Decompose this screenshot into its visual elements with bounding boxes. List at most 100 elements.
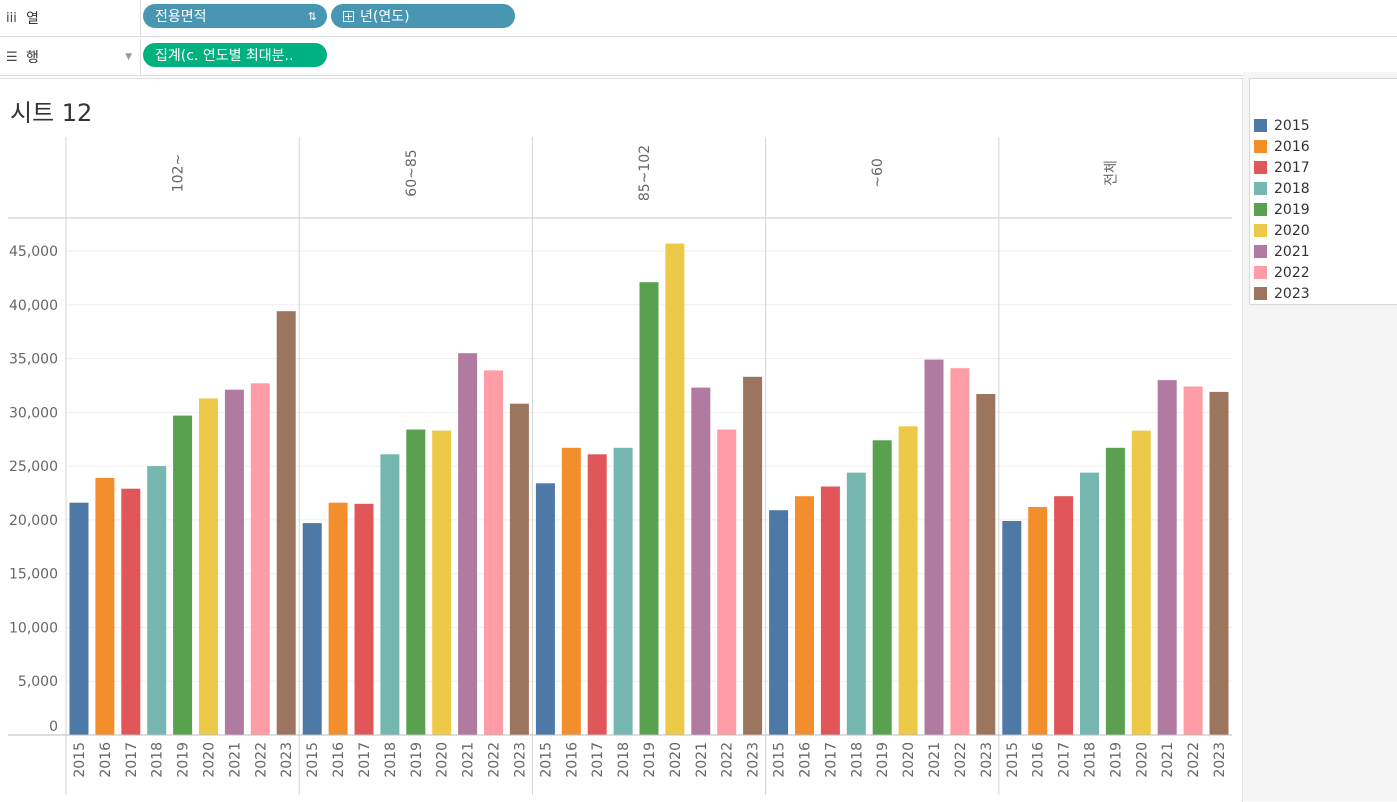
bar[interactable] (380, 454, 400, 735)
bar[interactable] (432, 430, 452, 735)
panel-header-label: 전체 (1103, 160, 1119, 186)
bar[interactable] (1131, 430, 1151, 735)
legend-swatch (1254, 182, 1267, 195)
rows-label-text: 행 (26, 50, 39, 66)
bar[interactable] (1002, 521, 1022, 735)
x-tick-label: 2017 (590, 742, 606, 778)
bar[interactable] (199, 398, 218, 735)
panel-header-label: ~60 (870, 158, 886, 188)
columns-shelf-label: iii 열 (0, 0, 141, 36)
bar[interactable] (665, 243, 685, 736)
legend-item-2022[interactable]: 2022 (1254, 262, 1310, 283)
x-tick-label: 2017 (823, 742, 839, 778)
y-tick-label: 15,000 (9, 567, 58, 583)
y-tick-label: 45,000 (9, 244, 58, 260)
pill-area[interactable]: 전용면적 ⇅ (143, 4, 327, 28)
bar[interactable] (458, 353, 478, 735)
x-tick-label: 2023 (746, 742, 762, 778)
bar[interactable] (224, 389, 244, 735)
dropdown-arrow-icon[interactable]: ▼ (125, 52, 132, 62)
x-tick-label: 2021 (461, 742, 477, 778)
legend-item-2023[interactable]: 2023 (1254, 283, 1310, 304)
bar[interactable] (1183, 386, 1203, 736)
bar[interactable] (1209, 391, 1229, 735)
bar[interactable] (795, 496, 814, 735)
bar[interactable] (276, 311, 296, 735)
bar[interactable] (1105, 447, 1125, 735)
pill-year[interactable]: + 년(연도) (331, 4, 515, 28)
bar[interactable] (121, 488, 141, 735)
bar[interactable] (406, 429, 426, 736)
columns-shelf: iii 열 전용면적 ⇅ + 년(연도) (0, 0, 1397, 37)
legend-label: 2018 (1274, 180, 1310, 197)
bar[interactable] (639, 282, 659, 735)
bar[interactable] (717, 429, 737, 736)
bar[interactable] (1080, 472, 1099, 735)
bar[interactable] (846, 472, 866, 735)
x-tick-label: 2018 (383, 742, 399, 778)
bar[interactable] (535, 483, 555, 735)
x-tick-label: 2021 (694, 742, 710, 778)
x-tick-label: 2019 (409, 742, 425, 778)
legend-swatch (1254, 245, 1267, 258)
legend-item-2021[interactable]: 2021 (1254, 241, 1310, 262)
legend-item-2016[interactable]: 2016 (1254, 136, 1310, 157)
legend-item-2019[interactable]: 2019 (1254, 199, 1310, 220)
bar[interactable] (743, 376, 763, 735)
bar[interactable] (820, 486, 840, 736)
pill-aggregate[interactable]: 집계(c. 연도별 최대분.. (143, 43, 327, 67)
legend-label: 2019 (1274, 201, 1310, 218)
x-tick-label: 2018 (849, 742, 865, 778)
panel-header-label: 102~ (171, 154, 187, 192)
pill-aggregate-label: 집계(c. 연도별 최대분.. (155, 48, 294, 64)
x-tick-label: 2017 (124, 742, 140, 778)
bar[interactable] (509, 403, 529, 735)
x-tick-label: 2015 (305, 742, 321, 778)
bar[interactable] (769, 510, 789, 735)
legend-item-2015[interactable]: 2015 (1254, 115, 1310, 136)
bar[interactable] (354, 503, 374, 735)
y-tick-label: 30,000 (9, 405, 58, 421)
legend-swatch (1254, 140, 1267, 153)
bar[interactable] (561, 447, 581, 735)
bar[interactable] (976, 394, 996, 735)
bar[interactable] (302, 523, 322, 735)
x-tick-label: 2018 (150, 742, 166, 778)
bar[interactable] (950, 368, 970, 735)
bar[interactable] (613, 447, 633, 735)
bar[interactable] (1028, 507, 1048, 735)
x-tick-label: 2016 (98, 742, 114, 778)
bar[interactable] (872, 440, 892, 735)
legend-item-2020[interactable]: 2020 (1254, 220, 1310, 241)
x-tick-label: 2016 (797, 742, 813, 778)
x-tick-label: 2016 (564, 742, 580, 778)
bar[interactable] (147, 466, 167, 735)
legend-swatch (1254, 203, 1267, 216)
x-tick-label: 2015 (1005, 742, 1021, 778)
bar[interactable] (691, 387, 711, 735)
legend-label: 2017 (1274, 159, 1310, 176)
x-tick-label: 2023 (979, 742, 995, 778)
bar[interactable] (898, 426, 918, 735)
x-tick-label: 2018 (616, 742, 632, 778)
bar[interactable] (173, 415, 193, 735)
legend-item-2018[interactable]: 2018 (1254, 178, 1310, 199)
sort-icon[interactable]: ⇅ (307, 9, 317, 23)
bar[interactable] (484, 370, 503, 735)
legend-item-2017[interactable]: 2017 (1254, 157, 1310, 178)
bar[interactable] (924, 359, 944, 735)
bar[interactable] (250, 383, 270, 735)
y-tick-label: 35,000 (9, 352, 58, 368)
x-tick-label: 2019 (1108, 742, 1124, 778)
expand-plus-icon[interactable]: + (343, 9, 354, 23)
y-tick-label: 20,000 (9, 513, 58, 529)
bar[interactable] (328, 502, 348, 735)
bar[interactable] (1157, 380, 1177, 735)
bar[interactable] (69, 502, 89, 735)
bar[interactable] (1054, 496, 1074, 735)
bar[interactable] (587, 454, 607, 735)
x-tick-label: 2021 (227, 742, 243, 778)
y-tick-label: 40,000 (9, 298, 58, 314)
bar[interactable] (95, 477, 115, 735)
y-tick-label: 10,000 (9, 620, 58, 636)
